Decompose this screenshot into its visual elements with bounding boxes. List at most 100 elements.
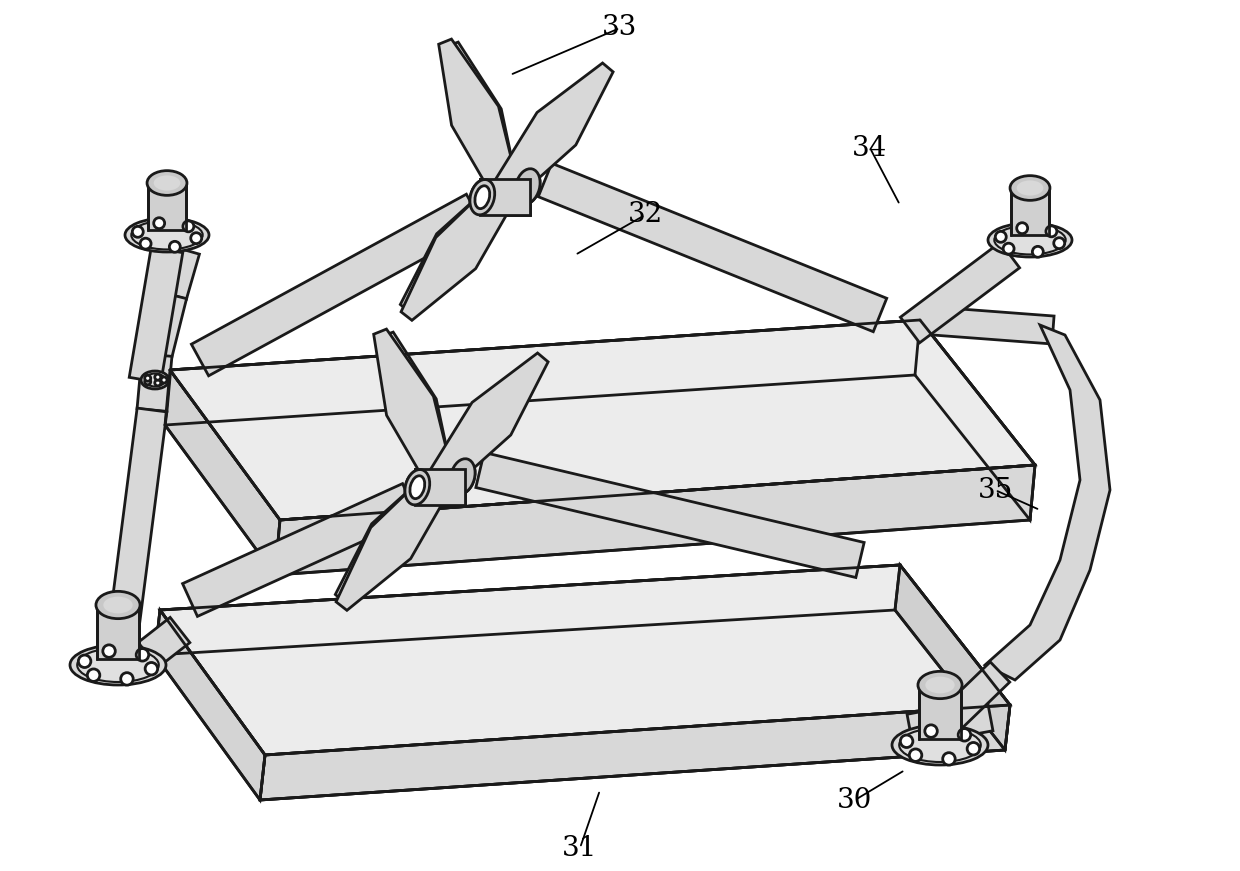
Circle shape bbox=[1003, 243, 1014, 254]
Ellipse shape bbox=[145, 374, 165, 387]
Polygon shape bbox=[415, 469, 465, 505]
Ellipse shape bbox=[148, 171, 187, 195]
Polygon shape bbox=[429, 353, 548, 489]
Polygon shape bbox=[446, 42, 517, 194]
Polygon shape bbox=[480, 179, 531, 215]
Polygon shape bbox=[335, 471, 450, 603]
Circle shape bbox=[1017, 223, 1028, 233]
Circle shape bbox=[140, 238, 151, 249]
Circle shape bbox=[967, 742, 980, 755]
Polygon shape bbox=[415, 469, 465, 505]
Polygon shape bbox=[919, 685, 961, 739]
Ellipse shape bbox=[470, 179, 495, 215]
Ellipse shape bbox=[154, 175, 180, 191]
Circle shape bbox=[996, 232, 1006, 242]
Polygon shape bbox=[143, 292, 186, 359]
Polygon shape bbox=[170, 320, 1035, 520]
Polygon shape bbox=[476, 453, 864, 577]
Ellipse shape bbox=[77, 648, 159, 682]
Polygon shape bbox=[138, 618, 190, 667]
Polygon shape bbox=[182, 483, 418, 617]
Circle shape bbox=[959, 728, 971, 741]
Polygon shape bbox=[480, 179, 531, 215]
Ellipse shape bbox=[125, 218, 210, 252]
Polygon shape bbox=[373, 329, 453, 485]
Ellipse shape bbox=[994, 226, 1065, 254]
Polygon shape bbox=[430, 357, 544, 489]
Circle shape bbox=[1045, 226, 1056, 237]
Ellipse shape bbox=[410, 476, 425, 498]
Polygon shape bbox=[260, 705, 1011, 800]
Text: 35: 35 bbox=[977, 476, 1013, 503]
Circle shape bbox=[103, 645, 115, 658]
Polygon shape bbox=[129, 247, 182, 382]
Polygon shape bbox=[919, 306, 1054, 344]
Text: 33: 33 bbox=[603, 15, 637, 42]
Polygon shape bbox=[275, 465, 1035, 575]
Ellipse shape bbox=[141, 371, 169, 389]
Circle shape bbox=[133, 226, 144, 237]
Polygon shape bbox=[155, 610, 265, 800]
Circle shape bbox=[900, 735, 913, 747]
Circle shape bbox=[1054, 238, 1065, 248]
Ellipse shape bbox=[450, 459, 475, 494]
Polygon shape bbox=[97, 605, 139, 659]
Polygon shape bbox=[985, 325, 1110, 680]
Ellipse shape bbox=[405, 469, 430, 505]
Ellipse shape bbox=[516, 169, 541, 204]
Text: 34: 34 bbox=[852, 134, 888, 161]
Circle shape bbox=[145, 375, 151, 381]
Circle shape bbox=[191, 233, 202, 244]
Text: 31: 31 bbox=[562, 834, 598, 861]
Polygon shape bbox=[148, 183, 186, 230]
Circle shape bbox=[120, 672, 133, 685]
Polygon shape bbox=[191, 194, 484, 375]
Polygon shape bbox=[495, 67, 610, 199]
Circle shape bbox=[1033, 246, 1043, 257]
Circle shape bbox=[87, 669, 99, 681]
Ellipse shape bbox=[95, 591, 140, 618]
Polygon shape bbox=[495, 63, 613, 199]
Circle shape bbox=[145, 663, 157, 675]
Ellipse shape bbox=[899, 728, 981, 762]
Polygon shape bbox=[401, 181, 516, 321]
Ellipse shape bbox=[925, 677, 955, 693]
Circle shape bbox=[161, 377, 167, 383]
Ellipse shape bbox=[450, 459, 475, 494]
Polygon shape bbox=[538, 163, 887, 332]
Ellipse shape bbox=[516, 169, 541, 204]
Ellipse shape bbox=[988, 223, 1073, 257]
Ellipse shape bbox=[131, 220, 202, 249]
Polygon shape bbox=[401, 181, 515, 313]
Text: 32: 32 bbox=[627, 201, 662, 228]
Circle shape bbox=[155, 375, 161, 380]
Text: 30: 30 bbox=[837, 787, 873, 814]
Ellipse shape bbox=[470, 179, 495, 215]
Circle shape bbox=[155, 380, 161, 386]
Polygon shape bbox=[138, 354, 172, 411]
Polygon shape bbox=[108, 408, 167, 637]
Circle shape bbox=[136, 649, 149, 661]
Ellipse shape bbox=[475, 186, 490, 209]
Circle shape bbox=[145, 379, 151, 385]
Polygon shape bbox=[930, 662, 1009, 740]
Polygon shape bbox=[165, 320, 920, 425]
Circle shape bbox=[925, 725, 937, 738]
Polygon shape bbox=[900, 242, 1019, 343]
Polygon shape bbox=[160, 565, 1011, 755]
Circle shape bbox=[154, 218, 165, 228]
Polygon shape bbox=[381, 332, 453, 484]
Ellipse shape bbox=[1017, 180, 1043, 196]
Polygon shape bbox=[157, 246, 200, 299]
Ellipse shape bbox=[405, 469, 430, 505]
Ellipse shape bbox=[892, 725, 988, 765]
Ellipse shape bbox=[918, 672, 962, 699]
Polygon shape bbox=[155, 565, 900, 655]
Polygon shape bbox=[439, 39, 518, 195]
Polygon shape bbox=[165, 370, 280, 575]
Polygon shape bbox=[895, 565, 1011, 750]
Ellipse shape bbox=[1011, 176, 1050, 200]
Polygon shape bbox=[1011, 188, 1049, 235]
Ellipse shape bbox=[410, 476, 425, 498]
Polygon shape bbox=[915, 320, 1035, 520]
